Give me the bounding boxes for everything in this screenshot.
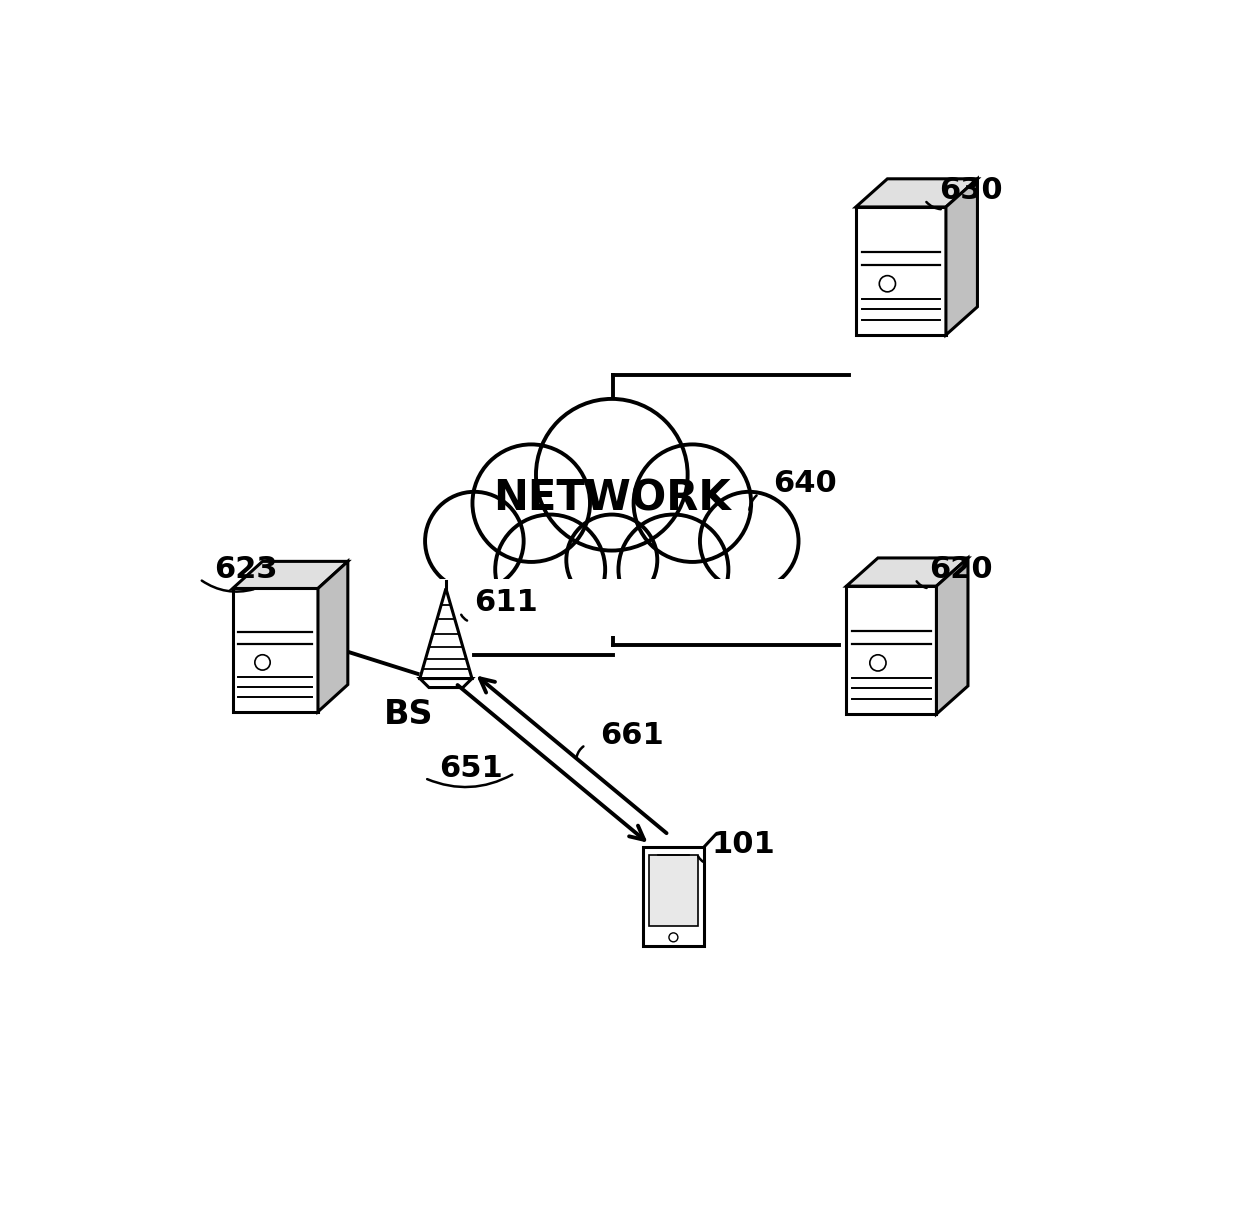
Bar bbox=[403, 579, 821, 636]
FancyArrowPatch shape bbox=[461, 614, 467, 620]
Text: 101: 101 bbox=[712, 830, 775, 859]
Polygon shape bbox=[946, 178, 977, 335]
Polygon shape bbox=[233, 561, 348, 588]
Polygon shape bbox=[856, 207, 946, 335]
Circle shape bbox=[425, 492, 523, 591]
Circle shape bbox=[619, 515, 728, 624]
Circle shape bbox=[536, 399, 688, 550]
Text: 640: 640 bbox=[773, 469, 837, 499]
FancyArrowPatch shape bbox=[749, 495, 756, 510]
Text: 661: 661 bbox=[600, 720, 663, 750]
Circle shape bbox=[472, 444, 590, 561]
Circle shape bbox=[699, 492, 799, 591]
Text: 623: 623 bbox=[213, 555, 278, 583]
Bar bbox=[642, 847, 704, 947]
Text: 630: 630 bbox=[939, 176, 1002, 204]
Text: NETWORK: NETWORK bbox=[494, 478, 730, 519]
FancyArrowPatch shape bbox=[926, 202, 941, 209]
Polygon shape bbox=[936, 558, 968, 714]
Circle shape bbox=[634, 444, 751, 561]
Circle shape bbox=[495, 515, 605, 624]
Text: 651: 651 bbox=[439, 753, 502, 783]
Circle shape bbox=[567, 515, 657, 606]
Polygon shape bbox=[317, 561, 348, 712]
Bar bbox=[649, 854, 698, 927]
Polygon shape bbox=[856, 178, 977, 207]
Text: BS: BS bbox=[384, 698, 434, 731]
Polygon shape bbox=[420, 678, 472, 688]
Polygon shape bbox=[847, 586, 936, 714]
Text: 611: 611 bbox=[475, 588, 538, 617]
Polygon shape bbox=[847, 558, 968, 586]
Bar bbox=[413, 574, 811, 622]
FancyArrowPatch shape bbox=[916, 581, 926, 588]
FancyArrowPatch shape bbox=[577, 746, 583, 756]
FancyArrowPatch shape bbox=[202, 581, 254, 592]
FancyArrowPatch shape bbox=[698, 857, 704, 862]
Text: 620: 620 bbox=[929, 555, 993, 583]
Polygon shape bbox=[233, 588, 317, 712]
FancyArrowPatch shape bbox=[427, 774, 512, 787]
